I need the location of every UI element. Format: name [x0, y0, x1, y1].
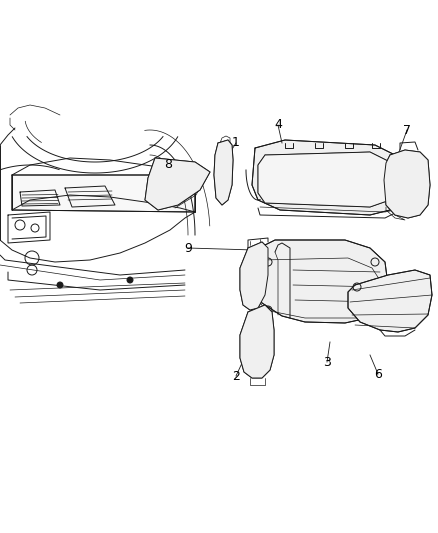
Polygon shape	[214, 140, 233, 205]
Polygon shape	[348, 270, 432, 332]
Text: 3: 3	[323, 356, 331, 368]
Polygon shape	[384, 150, 430, 218]
Circle shape	[127, 277, 133, 283]
Text: 1: 1	[232, 136, 240, 149]
Polygon shape	[252, 140, 398, 215]
Text: 7: 7	[403, 124, 411, 136]
Polygon shape	[240, 305, 274, 378]
Polygon shape	[258, 152, 390, 207]
Polygon shape	[12, 175, 195, 212]
Text: 4: 4	[274, 118, 282, 132]
Text: 8: 8	[164, 158, 172, 172]
Polygon shape	[145, 158, 210, 210]
Polygon shape	[240, 242, 268, 310]
Circle shape	[57, 282, 63, 288]
Text: 2: 2	[232, 369, 240, 383]
Polygon shape	[250, 240, 388, 323]
Text: 9: 9	[184, 241, 192, 254]
Text: 6: 6	[374, 367, 382, 381]
